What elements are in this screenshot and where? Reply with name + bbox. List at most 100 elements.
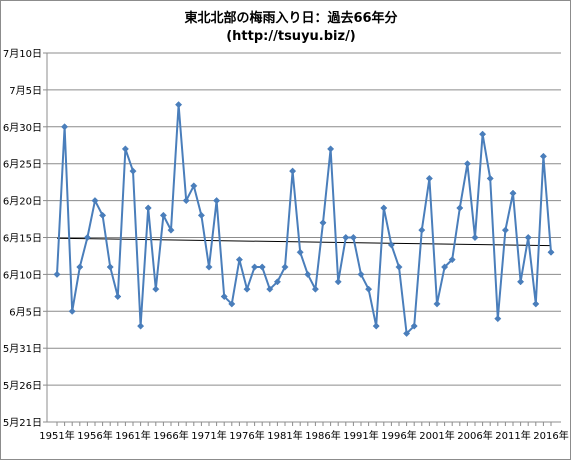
trendline-segment — [56, 237, 552, 247]
data-point-marker — [304, 270, 312, 278]
data-point-marker — [539, 152, 547, 160]
x-tick-label: 1976年 — [229, 429, 264, 442]
trendline — [56, 237, 552, 247]
data-point-marker — [167, 226, 175, 234]
y-tick-label: 7月5日 — [9, 85, 42, 97]
data-point-marker — [342, 233, 350, 242]
data-point-marker — [471, 233, 479, 242]
data-point-marker — [524, 233, 532, 242]
series-line — [56, 103, 552, 335]
data-point-marker — [114, 292, 122, 301]
data-point-marker — [365, 285, 373, 293]
data-point-marker — [296, 248, 304, 256]
data-point-marker — [327, 145, 335, 153]
y-tick-label: 5月26日 — [3, 380, 42, 392]
data-point-marker — [61, 123, 69, 131]
chart-subtitle: (http://tsuyu.biz/) — [226, 29, 356, 44]
data-point-marker — [258, 263, 266, 271]
data-point-marker — [281, 263, 289, 271]
y-tick-label: 6月20日 — [3, 196, 42, 208]
data-point-marker — [235, 256, 243, 264]
data-point-marker — [395, 263, 403, 271]
data-point-marker — [99, 211, 107, 219]
x-tick-label: 2016年 — [533, 429, 568, 442]
data-point-marker — [509, 189, 517, 197]
data-point-marker — [213, 197, 221, 205]
data-point-marker — [175, 101, 183, 109]
y-tick-label: 5月21日 — [3, 417, 42, 429]
data-point-marker — [517, 278, 525, 286]
x-tick-label: 2001年 — [419, 429, 454, 442]
data-point-marker — [372, 322, 380, 330]
data-point-marker — [494, 315, 502, 323]
x-tick-label: 1951年 — [39, 429, 74, 442]
x-tick-label: 2006年 — [457, 429, 492, 442]
data-point-marker — [486, 174, 494, 183]
data-point-marker — [433, 300, 441, 308]
data-point-marker — [251, 263, 259, 271]
data-point-marker — [228, 300, 236, 308]
data-point-marker — [190, 182, 198, 190]
y-tick-label: 6月10日 — [3, 269, 42, 281]
data-point-marker — [410, 322, 418, 330]
data-point-marker — [380, 204, 388, 212]
data-point-marker — [273, 278, 281, 286]
data-point-marker — [448, 256, 456, 264]
y-tick-label: 7月10日 — [3, 48, 42, 60]
data-point-marker — [532, 300, 540, 308]
data-point-marker — [182, 197, 190, 205]
data-point-marker — [220, 292, 228, 301]
y-tick-labels: 5月21日 5月26日 5月31日 6月5日 6月10日 6月15日 6月20日 6月25日 6… — [3, 48, 42, 429]
data-point-marker — [152, 285, 160, 293]
chart-title: 東北北部の梅雨入り日：過去66年分 — [184, 10, 397, 26]
data-point-marker — [357, 270, 365, 278]
series-line-path — [56, 103, 552, 335]
data-point-marker — [243, 285, 251, 293]
data-point-marker — [425, 174, 433, 183]
x-tick-label: 1971年 — [191, 429, 226, 442]
data-point-marker — [456, 204, 464, 212]
x-tick-label: 1981年 — [267, 429, 302, 442]
y-tick-label: 6月30日 — [3, 122, 42, 134]
data-point-marker — [547, 248, 555, 256]
data-point-marker — [197, 211, 205, 219]
data-point-marker — [349, 233, 357, 242]
data-point-marker — [463, 160, 471, 168]
data-point-marker — [387, 241, 395, 249]
x-tick-labels: 1951年 1956年 1961年 1966年 1971年 1976年 1981年 1986年… — [39, 429, 568, 442]
data-point-marker — [91, 197, 99, 205]
data-point-marker — [441, 263, 449, 271]
x-tick-label: 1966年 — [153, 429, 188, 442]
data-point-marker — [319, 219, 327, 227]
data-point-marker — [289, 167, 297, 175]
data-point-marker — [334, 278, 342, 286]
data-point-marker — [311, 285, 319, 293]
y-tick-label: 6月5日 — [9, 306, 42, 318]
data-point-marker — [418, 226, 426, 234]
y-tick-label: 6月15日 — [3, 233, 42, 245]
x-tick-label: 1961年 — [115, 429, 150, 442]
data-point-marker — [205, 263, 213, 271]
data-point-marker — [76, 263, 84, 271]
y-tick-label: 5月31日 — [3, 343, 42, 355]
data-point-marker — [479, 130, 487, 138]
x-tick-label: 1991年 — [343, 429, 378, 442]
x-tick-label: 1996年 — [381, 429, 416, 442]
data-point-marker — [121, 145, 129, 153]
gridlines — [47, 52, 561, 423]
data-point-marker — [106, 263, 114, 271]
data-point-marker — [83, 233, 91, 242]
data-point-marker — [501, 226, 509, 234]
data-point-marker — [68, 307, 76, 315]
data-point-marker — [266, 285, 274, 293]
data-point-marker — [403, 329, 411, 337]
x-tick-label: 1986年 — [305, 429, 340, 442]
data-points — [53, 101, 555, 337]
data-point-marker — [137, 322, 145, 330]
data-point-marker — [129, 167, 137, 175]
x-tick-label: 1956年 — [77, 429, 112, 442]
data-point-marker — [53, 270, 61, 278]
x-tick-label: 2011年 — [495, 429, 530, 442]
